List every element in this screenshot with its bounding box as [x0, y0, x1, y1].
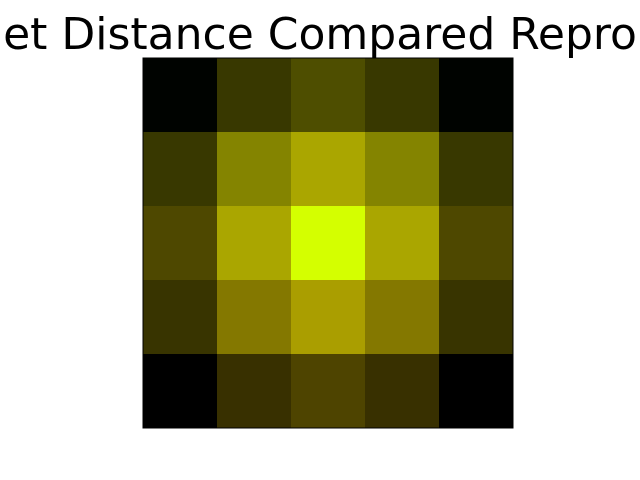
heatmap-cell-r1-c4 [439, 132, 514, 207]
heatmap-cell-r2-c4 [439, 206, 514, 281]
heatmap-cell-r3-c1 [217, 280, 292, 355]
heatmap-cell-r1-c1 [217, 132, 292, 207]
heatmap-cell-r3-c0 [143, 280, 218, 355]
heatmap-cell-r0-c3 [365, 58, 440, 133]
heatmap-cell-r3-c3 [365, 280, 440, 355]
heatmap-cell-r2-c1 [217, 206, 292, 281]
chart-title: et Distance Compared Repro [3, 9, 637, 60]
heatmap-cell-r4-c2 [291, 354, 366, 429]
heatmap-cell-r1-c2 [291, 132, 366, 207]
heatmap-cell-r0-c4 [439, 58, 514, 133]
heatmap-cell-r4-c0 [143, 354, 218, 429]
heatmap-cell-r0-c2 [291, 58, 366, 133]
heatmap-cell-r4-c4 [439, 354, 514, 429]
heatmap-cell-r3-c4 [439, 280, 514, 355]
heatmap-cell-r4-c3 [365, 354, 440, 429]
heatmap-cell-r2-c3 [365, 206, 440, 281]
heatmap-cell-r2-c2 [291, 206, 366, 281]
heatmap-cell-r1-c0 [143, 132, 218, 207]
heatmap-cell-r3-c2 [291, 280, 366, 355]
heatmap-cells [143, 58, 514, 429]
heatmap-frame [142, 57, 514, 429]
heatmap-cell-r1-c3 [365, 132, 440, 207]
heatmap-cell-r4-c1 [217, 354, 292, 429]
heatmap-cell-r0-c0 [143, 58, 218, 133]
heatmap-cell-r0-c1 [217, 58, 292, 133]
heatmap-cell-r2-c0 [143, 206, 218, 281]
